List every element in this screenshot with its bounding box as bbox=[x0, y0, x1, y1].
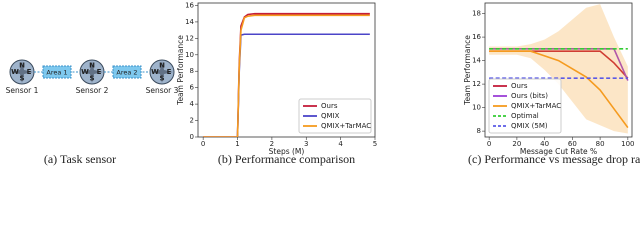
line bbox=[489, 50, 629, 129]
y-tick-label: 14 bbox=[472, 57, 481, 65]
legend-label: Optimal bbox=[511, 112, 539, 120]
sensor-label: Sensor 1 bbox=[6, 86, 39, 95]
legend-label: Ours (bits) bbox=[511, 92, 548, 100]
compass-letter: E bbox=[27, 68, 32, 76]
x-tick-label: 60 bbox=[568, 140, 577, 148]
area bbox=[42, 65, 72, 79]
y-tick-label: 10 bbox=[185, 51, 194, 59]
x-tick-label: 80 bbox=[596, 140, 605, 148]
compass-letter: W bbox=[11, 68, 19, 76]
caption: (a) Task sensor bbox=[44, 152, 116, 166]
x-tick-label: 5 bbox=[373, 140, 377, 148]
compass-letter: N bbox=[159, 62, 165, 70]
compass-letter: S bbox=[89, 75, 94, 83]
caption: (b) Performance comparison bbox=[218, 152, 355, 166]
area-label: Area 1 bbox=[46, 69, 67, 77]
line bbox=[203, 14, 370, 137]
x-axis-label: Steps (M) bbox=[269, 147, 305, 156]
x-tick-label: 2 bbox=[270, 140, 274, 148]
x-tick-label: 100 bbox=[621, 140, 634, 148]
legend-label: Ours bbox=[511, 82, 528, 90]
series-layer bbox=[203, 12, 370, 137]
y-tick-label: 16 bbox=[185, 1, 194, 9]
y-tick-label: 12 bbox=[185, 34, 194, 42]
legend-label: Ours bbox=[321, 102, 338, 110]
compass-letter: W bbox=[81, 68, 89, 76]
compass-needle bbox=[151, 61, 173, 83]
compass-needle bbox=[11, 61, 33, 83]
y-tick-label: 8 bbox=[477, 127, 481, 135]
compass-letter: N bbox=[89, 62, 95, 70]
y-tick-label: 8 bbox=[190, 67, 194, 75]
x-tick-label: 1 bbox=[235, 140, 239, 148]
compass-letter: S bbox=[159, 75, 164, 83]
y-tick-label: 18 bbox=[472, 10, 481, 18]
x-tick-label: 20 bbox=[512, 140, 521, 148]
compass-letter: N bbox=[19, 62, 25, 70]
x-tick-label: 0 bbox=[487, 140, 491, 148]
compass-needle bbox=[81, 61, 103, 83]
y-axis-label: Team Performance bbox=[463, 35, 472, 106]
x-tick-label: 3 bbox=[304, 140, 308, 148]
y-tick-label: 16 bbox=[472, 33, 481, 41]
compass-letter: E bbox=[97, 68, 102, 76]
compass-letter: E bbox=[167, 68, 172, 76]
y-tick-label: 6 bbox=[190, 84, 195, 92]
y-tick-label: 12 bbox=[472, 80, 481, 88]
legend-label: QMIX (5M) bbox=[511, 122, 548, 130]
x-axis-label: Message Cut Rate % bbox=[520, 147, 597, 156]
y-axis-label: Team Performance bbox=[176, 35, 185, 106]
y-tick-label: 4 bbox=[190, 100, 195, 108]
legend-label: QMIX bbox=[321, 112, 340, 120]
x-tick-label: 4 bbox=[338, 140, 343, 148]
sensor-label: Sensor 2 bbox=[76, 86, 109, 95]
compass-letter: S bbox=[19, 75, 24, 83]
legend-label: QMIX+TarMAC bbox=[321, 122, 371, 130]
y-tick-label: 2 bbox=[190, 117, 194, 125]
y-tick-label: 10 bbox=[472, 104, 481, 112]
x-tick-label: 0 bbox=[201, 140, 205, 148]
compass-letter: W bbox=[151, 68, 159, 76]
sensor-label: Sensor 3 bbox=[146, 86, 179, 95]
series-layer bbox=[489, 4, 629, 134]
caption: (c) Performance vs message drop rate bbox=[468, 152, 640, 166]
y-tick-label: 0 bbox=[190, 133, 194, 141]
legend-box bbox=[298, 98, 372, 134]
x-tick-label: 40 bbox=[540, 140, 549, 148]
legend-box bbox=[488, 78, 562, 134]
y-tick-label: 14 bbox=[185, 18, 194, 26]
area bbox=[112, 65, 142, 79]
error-band bbox=[489, 4, 628, 134]
legend-label: QMIX+TarMAC bbox=[511, 102, 561, 110]
area-label: Area 2 bbox=[116, 69, 137, 77]
